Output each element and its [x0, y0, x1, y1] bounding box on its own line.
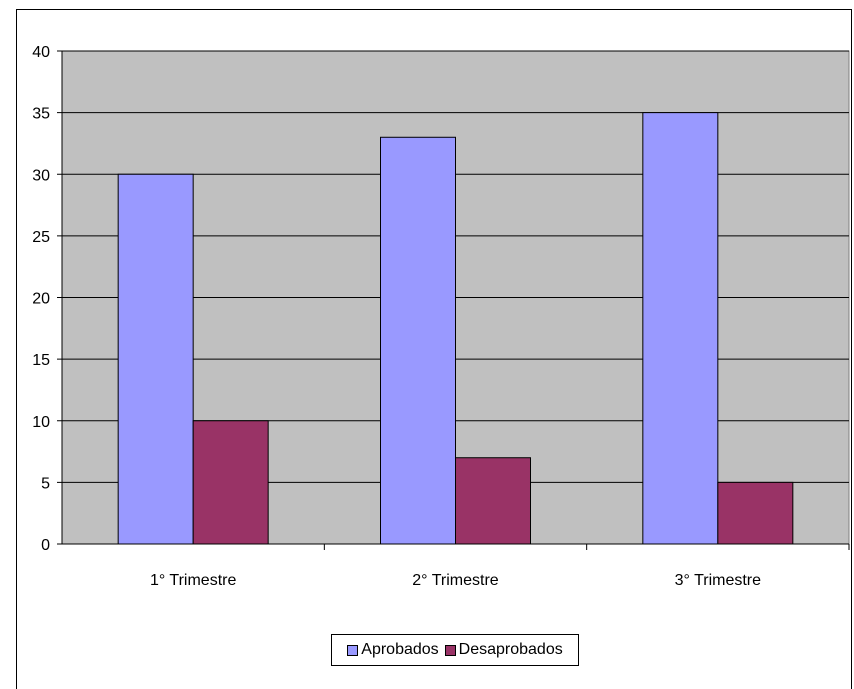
y-tick-label: 40	[32, 44, 50, 61]
y-tick-label: 5	[41, 475, 50, 492]
bar-aprobados-1	[117, 173, 194, 545]
bar-desaprobados-2	[455, 457, 531, 545]
legend-swatch-aprobados	[347, 644, 359, 656]
y-tick-label: 15	[32, 352, 50, 369]
legend-swatch-desaprobados	[444, 644, 456, 656]
x-tick-label: 3° Trimestre	[675, 572, 762, 589]
bar-desaprobados-1	[192, 420, 269, 545]
legend-item-desaprobados: Desaprobados	[444, 641, 563, 659]
bar-aprobados-3	[642, 112, 719, 545]
y-tick-label: 25	[32, 229, 50, 246]
chart-frame	[16, 9, 852, 689]
bars	[117, 112, 794, 545]
legend-label-desaprobados: Desaprobados	[458, 641, 563, 658]
y-tick-label: 0	[41, 537, 50, 554]
legend-label-aprobados: Aprobados	[361, 641, 439, 658]
y-tick-label: 10	[32, 414, 50, 431]
y-tick-label: 20	[32, 291, 50, 308]
legend: Aprobados Desaprobados	[331, 634, 579, 666]
x-tick-label: 1° Trimestre	[150, 572, 237, 589]
bar-aprobados-2	[380, 136, 456, 545]
x-tick-label: 2° Trimestre	[412, 572, 499, 589]
bar-desaprobados-3	[717, 481, 794, 545]
y-tick-label: 30	[32, 167, 50, 184]
y-tick-label: 35	[32, 106, 50, 123]
legend-item-aprobados: Aprobados	[347, 641, 439, 659]
x-tick-labels: 1° Trimestre 2° Trimestre 3° Trimestre	[150, 572, 761, 589]
y-tick-labels: 0 5 10 15 20 25 30 35 40	[32, 44, 50, 554]
axes	[57, 50, 850, 550]
